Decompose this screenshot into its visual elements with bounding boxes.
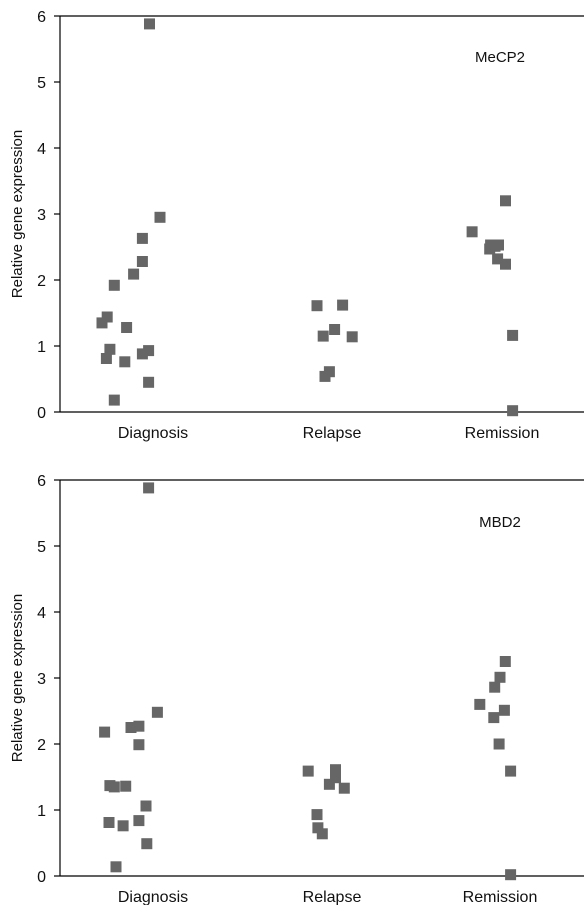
data-point-diagnosis xyxy=(119,356,131,368)
y-axis-title: Relative gene expression xyxy=(9,594,26,762)
y-tick-label: 1 xyxy=(37,339,46,356)
y-tick-label: 5 xyxy=(37,75,46,92)
chart-panel-mbd2: 0 1 2 3 4 5 6 Diagnosis Relapse Remission MBD2 R… xyxy=(9,473,584,905)
data-points xyxy=(99,482,517,881)
data-point-diagnosis xyxy=(108,781,120,793)
data-point-remission xyxy=(500,258,511,270)
x-category-label-remission: Remission xyxy=(465,425,540,442)
data-point-remission xyxy=(507,405,519,417)
data-point-diagnosis xyxy=(143,376,155,388)
data-point-diagnosis xyxy=(128,268,140,280)
data-point-diagnosis xyxy=(104,343,116,355)
data-point-diagnosis xyxy=(100,353,112,364)
data-point-relapse xyxy=(323,366,335,378)
data-point-remission xyxy=(507,329,519,341)
x-category-label-relapse: Relapse xyxy=(303,889,362,905)
x-category-labels: Diagnosis Relapse Remission xyxy=(118,889,537,905)
data-point-diagnosis xyxy=(108,279,120,291)
data-point-diagnosis xyxy=(99,726,111,738)
y-ticks: 0 1 2 3 4 5 6 xyxy=(37,473,60,886)
panel-label: MBD2 xyxy=(479,514,521,531)
y-tick-label: 3 xyxy=(37,671,46,688)
data-point-remission xyxy=(474,698,486,710)
data-point-diagnosis xyxy=(136,232,148,244)
data-point-remission xyxy=(489,681,501,693)
data-point-remission xyxy=(499,656,511,667)
data-point-diagnosis xyxy=(136,348,148,360)
data-point-relapse xyxy=(330,764,341,776)
data-point-relapse xyxy=(311,300,323,312)
x-category-label-relapse: Relapse xyxy=(303,425,362,442)
data-point-relapse xyxy=(302,765,314,777)
y-tick-label: 2 xyxy=(37,273,46,290)
data-point-diagnosis xyxy=(136,256,148,267)
y-axis-title: Relative gene expression xyxy=(9,130,26,298)
y-tick-label: 0 xyxy=(37,405,46,422)
data-point-remission xyxy=(466,226,478,238)
y-tick-label: 4 xyxy=(37,141,46,158)
data-point-diagnosis xyxy=(154,211,166,223)
data-point-relapse xyxy=(329,324,341,335)
y-tick-label: 6 xyxy=(37,9,46,26)
y-tick-label: 6 xyxy=(37,473,46,490)
data-points xyxy=(96,18,519,417)
y-tick-label: 3 xyxy=(37,207,46,224)
data-point-remission xyxy=(488,712,500,724)
data-point-diagnosis xyxy=(133,720,145,732)
data-point-remission xyxy=(494,671,506,683)
data-point-diagnosis xyxy=(151,706,163,718)
data-point-remission xyxy=(505,765,517,777)
x-category-label-diagnosis: Diagnosis xyxy=(118,425,188,442)
data-point-remission xyxy=(498,704,510,716)
data-point-diagnosis xyxy=(103,817,115,828)
y-tick-label: 4 xyxy=(37,605,46,622)
data-point-diagnosis xyxy=(110,861,122,873)
y-tick-label: 1 xyxy=(37,803,46,820)
data-point-diagnosis xyxy=(140,800,152,812)
data-point-diagnosis xyxy=(133,739,145,751)
data-point-remission xyxy=(493,738,505,750)
x-category-label-diagnosis: Diagnosis xyxy=(118,889,188,905)
data-point-diagnosis xyxy=(143,482,155,494)
data-point-remission xyxy=(493,239,504,251)
data-point-relapse xyxy=(338,782,350,794)
data-point-remission xyxy=(505,869,517,881)
data-point-remission xyxy=(500,195,511,207)
panel-label: MeCP2 xyxy=(475,49,525,66)
data-point-relapse xyxy=(346,331,358,343)
data-point-diagnosis xyxy=(108,394,120,406)
x-category-label-remission: Remission xyxy=(463,889,538,905)
data-point-diagnosis xyxy=(121,322,133,333)
data-point-diagnosis xyxy=(125,722,137,733)
y-tick-label: 0 xyxy=(37,869,46,886)
x-category-labels: Diagnosis Relapse Remission xyxy=(118,425,539,442)
data-point-diagnosis xyxy=(120,780,132,792)
data-point-diagnosis xyxy=(141,838,153,850)
data-point-remission xyxy=(492,253,504,265)
data-point-diagnosis xyxy=(117,820,129,832)
y-tick-label: 2 xyxy=(37,737,46,754)
data-point-relapse xyxy=(317,330,329,342)
y-ticks: 0 1 2 3 4 5 6 xyxy=(37,9,60,422)
data-point-relapse xyxy=(316,828,328,840)
data-point-diagnosis xyxy=(133,815,145,827)
data-point-relapse xyxy=(312,822,324,834)
data-point-diagnosis xyxy=(101,311,113,323)
y-tick-label: 5 xyxy=(37,539,46,556)
data-point-relapse xyxy=(311,809,323,821)
data-point-relapse xyxy=(330,772,341,784)
data-point-diagnosis xyxy=(96,317,108,329)
data-point-diagnosis xyxy=(144,18,155,30)
data-point-relapse xyxy=(323,778,335,790)
data-point-diagnosis xyxy=(143,345,155,357)
data-point-relapse xyxy=(337,299,349,311)
